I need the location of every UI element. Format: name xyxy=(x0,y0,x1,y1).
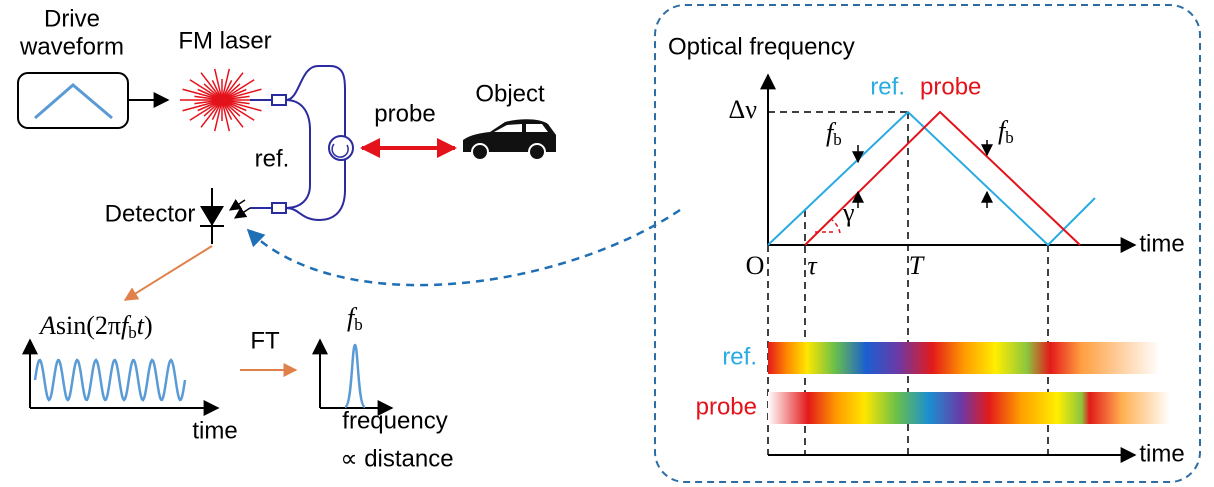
beat-signal xyxy=(35,360,185,400)
axis-label: time xyxy=(1139,440,1184,467)
axis-label: time xyxy=(192,417,237,444)
detector-label: Detector xyxy=(105,200,196,227)
fiber xyxy=(250,66,353,220)
arrow xyxy=(125,246,212,300)
object-label: Object xyxy=(475,80,545,107)
diagram: Drive waveform FM laser ref. probe Objec… xyxy=(0,0,1214,487)
ft-label: FT xyxy=(250,327,280,354)
tau-label: τ xyxy=(807,251,818,280)
spectrum-peak xyxy=(345,345,365,407)
peak-label: fb xyxy=(347,303,363,334)
drive-label: waveform xyxy=(19,33,124,60)
probe-label: probe xyxy=(374,100,435,127)
fb-label: fb xyxy=(998,116,1014,147)
delta-nu: Δν xyxy=(729,95,758,124)
drive-label: Drive xyxy=(44,5,100,32)
car-icon xyxy=(463,119,556,160)
formula: Asin(2πfbt) xyxy=(38,311,153,342)
legend-probe: probe xyxy=(920,73,981,100)
waveform-icon xyxy=(35,85,112,118)
zoom-link xyxy=(248,210,680,285)
peak-label-sub: b xyxy=(354,315,363,334)
legend-ref: ref. xyxy=(870,73,905,100)
probe-spectrum-bar xyxy=(768,392,1170,424)
axis-label: time xyxy=(1139,230,1184,257)
origin-label: O xyxy=(746,251,765,280)
formula-part: ) xyxy=(144,311,153,340)
axis-label: frequency xyxy=(342,407,447,434)
laser-label: FM laser xyxy=(178,27,271,54)
ref-spectrum-bar xyxy=(768,342,1160,374)
fb-sub: b xyxy=(833,130,842,149)
detector-icon xyxy=(200,188,250,244)
ref-chirp xyxy=(768,112,1095,245)
waveform-box xyxy=(18,73,128,128)
period-label: T xyxy=(909,251,925,280)
bar-probe-label: probe xyxy=(696,393,757,420)
formula-part: b xyxy=(128,323,137,342)
ref-label: ref. xyxy=(255,145,290,172)
formula-part: sin(2π xyxy=(56,311,121,340)
gamma-label: γ xyxy=(842,198,855,227)
axis-label: ∝ distance xyxy=(340,445,453,472)
formula-part: A xyxy=(38,311,56,340)
fb-label: fb xyxy=(826,118,842,149)
bar-ref-label: ref. xyxy=(722,343,757,370)
fb-sub: b xyxy=(1005,128,1014,147)
inset-title: Optical frequency xyxy=(668,33,855,60)
